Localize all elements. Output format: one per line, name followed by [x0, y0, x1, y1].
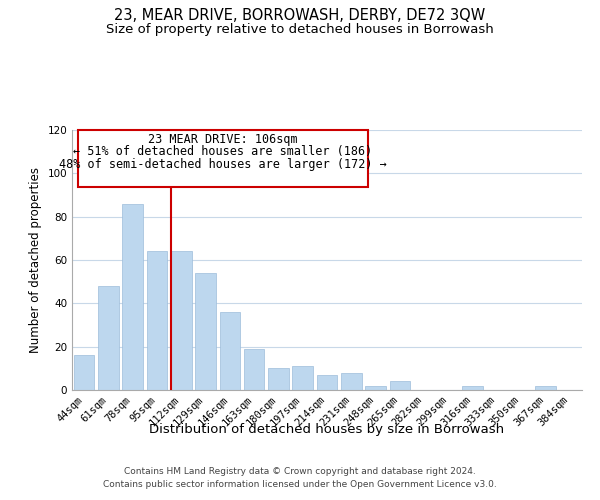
Bar: [463, 386, 483, 390]
Text: Contains public sector information licensed under the Open Government Licence v3: Contains public sector information licen…: [103, 480, 497, 489]
Bar: [195, 273, 216, 390]
Text: 23 MEAR DRIVE: 106sqm: 23 MEAR DRIVE: 106sqm: [148, 132, 298, 145]
Bar: [341, 372, 362, 390]
Text: ← 51% of detached houses are smaller (186): ← 51% of detached houses are smaller (18…: [73, 145, 373, 158]
Bar: [146, 252, 167, 390]
Text: 23, MEAR DRIVE, BORROWASH, DERBY, DE72 3QW: 23, MEAR DRIVE, BORROWASH, DERBY, DE72 3…: [115, 8, 485, 22]
Bar: [317, 375, 337, 390]
Bar: [122, 204, 143, 390]
Bar: [220, 312, 240, 390]
Bar: [365, 386, 386, 390]
Text: 48% of semi-detached houses are larger (172) →: 48% of semi-detached houses are larger (…: [59, 158, 387, 170]
Y-axis label: Number of detached properties: Number of detached properties: [29, 167, 42, 353]
Bar: [171, 252, 191, 390]
Bar: [535, 386, 556, 390]
Text: Size of property relative to detached houses in Borrowash: Size of property relative to detached ho…: [106, 22, 494, 36]
Text: Distribution of detached houses by size in Borrowash: Distribution of detached houses by size …: [149, 422, 505, 436]
Text: Contains HM Land Registry data © Crown copyright and database right 2024.: Contains HM Land Registry data © Crown c…: [124, 467, 476, 476]
Bar: [98, 286, 119, 390]
Bar: [292, 366, 313, 390]
Bar: [268, 368, 289, 390]
Bar: [244, 349, 265, 390]
Bar: [389, 382, 410, 390]
Bar: [74, 356, 94, 390]
